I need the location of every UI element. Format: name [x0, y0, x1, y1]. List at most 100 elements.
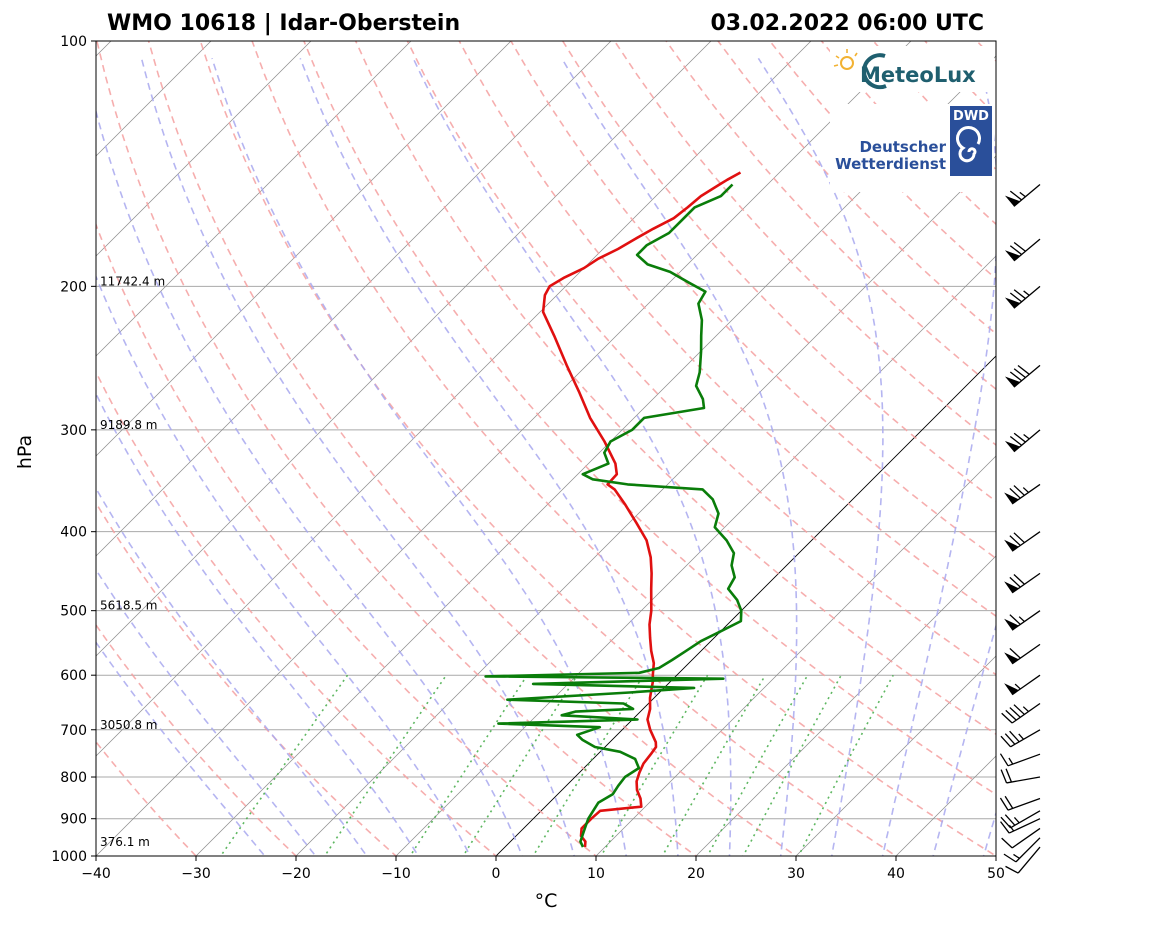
wind-barb-half: [1018, 616, 1025, 623]
wind-barb-staff: [1013, 238, 1041, 262]
isotherm-line: [495, 355, 996, 856]
wind-barb-full: [1009, 647, 1021, 659]
wind-barb-full: [1013, 432, 1026, 443]
wind-barb: [1004, 643, 1041, 665]
y-tick-label: 700: [60, 723, 87, 739]
wind-barb-full: [999, 797, 1009, 811]
wind-barb: [1004, 364, 1041, 388]
wind-barb-flag: [1004, 581, 1019, 593]
moist-adiabat-line: [299, 58, 679, 856]
dry-adiabat-line: [458, 41, 996, 618]
wind-barb-full: [1001, 712, 1013, 724]
moist-adiabat-line: [412, 57, 732, 856]
wind-barb-full: [1013, 241, 1026, 252]
wind-barb-full: [1013, 704, 1025, 715]
moist-adiabat-line: [96, 392, 420, 856]
wind-barb-full: [999, 753, 1009, 767]
wind-barb: [1004, 429, 1041, 453]
dewpoint-profile-line: [484, 183, 743, 848]
wind-barb-flag: [1004, 376, 1021, 388]
wind-barb-staff: [1008, 818, 1041, 834]
x-tick-label: −10: [381, 866, 411, 882]
wind-barb: [1004, 238, 1041, 262]
dry-adiabat-line: [199, 41, 898, 856]
wind-barb-full: [1009, 576, 1021, 588]
isotherm-line: [96, 41, 712, 657]
isotherm-line: [96, 41, 312, 257]
wind-barb-flag: [1004, 652, 1019, 664]
wind-barb-full: [1000, 821, 1010, 834]
dry-adiabat-line: [406, 41, 996, 676]
moist-adiabat-line: [561, 57, 798, 856]
chart-title-datetime: 03.02.2022 06:00 UTC: [710, 11, 984, 36]
y-tick-label: 600: [60, 668, 87, 684]
x-tick-label: 40: [887, 866, 905, 882]
dry-adiabat-line: [96, 501, 398, 856]
isotherm-line: [96, 41, 612, 557]
moist-adiabat-line: [96, 568, 317, 856]
isotherm-line: [96, 41, 512, 457]
sun-icon: [840, 56, 854, 70]
wind-barb-full: [1009, 614, 1021, 625]
wind-barb-full: [1004, 733, 1016, 745]
wind-barb-full: [1013, 485, 1025, 496]
wind-barb-staff: [1011, 643, 1041, 665]
moist-adiabat-line: [96, 486, 368, 856]
mixing-ratio-line: [600, 674, 709, 856]
mixing-ratio-line: [661, 674, 766, 856]
wind-barb-full: [1009, 707, 1021, 718]
dry-adiabat-line: [303, 41, 996, 796]
wind-barb-full: [1001, 837, 1013, 849]
wind-barb-full: [1009, 730, 1020, 743]
wind-barb-full: [1009, 190, 1023, 201]
wind-barb-staff: [1011, 610, 1041, 631]
meteolux-logo: MeteoLux: [830, 46, 994, 92]
wind-barb: [1004, 184, 1041, 207]
wind-barb-half: [1013, 853, 1020, 859]
mixing-ratio-line: [323, 674, 447, 856]
wind-barb-staff: [1007, 797, 1041, 811]
wind-barb-flag: [1004, 683, 1019, 695]
wind-barb: [1000, 768, 1041, 784]
wind-barb: [1004, 572, 1041, 594]
x-tick-label: −20: [281, 866, 311, 882]
wind-barb-flag: [1004, 618, 1019, 631]
background-lines: [96, 41, 996, 856]
wind-barb-full: [1000, 769, 1008, 784]
wind-barb: [1004, 531, 1041, 552]
wind-barb: [1000, 818, 1041, 834]
dwd-badge-text: DWD: [953, 109, 989, 124]
wind-barb-full: [1005, 709, 1017, 721]
wind-barb-half: [1022, 487, 1029, 493]
wind-barbs: [999, 184, 1041, 874]
y-axis-label: hPa: [14, 435, 36, 469]
wind-barb-full: [1009, 245, 1023, 256]
wind-barb-full: [1000, 816, 1012, 829]
wind-barb-flag: [1004, 440, 1021, 452]
wind-barb: [1003, 837, 1041, 863]
wind-barb-full: [1009, 371, 1023, 382]
wind-barb: [1001, 827, 1041, 849]
wind-barb-half: [1013, 817, 1020, 824]
x-tick-label: 20: [687, 866, 705, 882]
wind-barb-staff: [1013, 364, 1041, 388]
wind-barb: [1005, 846, 1041, 874]
wind-barb-full: [1009, 292, 1023, 303]
y-tick-label: 300: [60, 423, 87, 439]
moist-adiabat-line: [881, 58, 996, 856]
chart-title-station: WMO 10618 | Idar-Oberstein: [107, 11, 460, 36]
dry-adiabat-line: [251, 41, 996, 856]
wind-barb-full: [1003, 853, 1017, 863]
wind-barb: [1004, 610, 1041, 631]
wind-barb-full: [1009, 535, 1021, 546]
wind-barb: [999, 753, 1041, 767]
wind-barb-full: [1009, 435, 1023, 446]
y-tick-label: 500: [60, 604, 87, 620]
dry-adiabat-line: [510, 41, 996, 560]
wind-barb-staff: [1006, 776, 1041, 784]
wind-barb-full: [1017, 365, 1030, 375]
x-axis-label: °C: [535, 890, 558, 912]
wind-barb-half: [1023, 433, 1030, 440]
height-label: 9189.8 m: [100, 418, 158, 432]
